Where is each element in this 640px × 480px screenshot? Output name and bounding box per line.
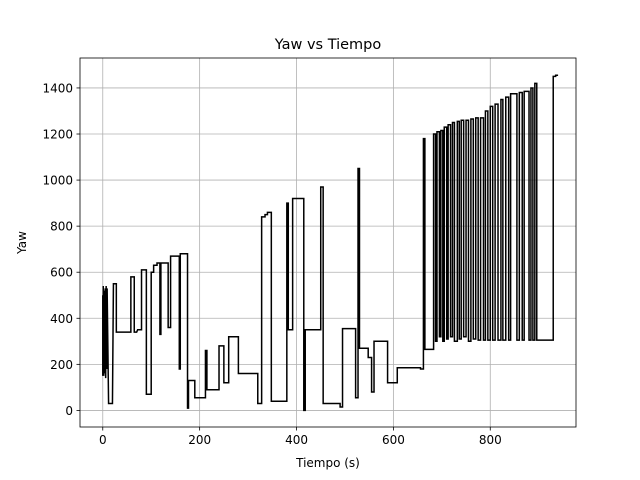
ticks-layer: 0 200 400 600 800 0 200 400 600 800 1000 1200 1400 [42, 81, 501, 447]
y-tick-label: 600 [50, 266, 73, 280]
y-axis-label: Yaw [15, 231, 29, 255]
y-tick-label: 200 [50, 358, 73, 372]
y-tick-label: 1200 [42, 128, 73, 142]
y-tick-label: 800 [50, 220, 73, 234]
y-tick-label: 1000 [42, 174, 73, 188]
y-tick-label: 1400 [42, 81, 73, 95]
plot-frame [79, 57, 577, 428]
yaw-series-line [102, 74, 559, 412]
y-tick-label: 0 [65, 404, 73, 418]
chart-title: Yaw vs Tiempo [274, 37, 382, 53]
x-tick-label: 600 [382, 433, 405, 447]
x-tick-label: 800 [479, 433, 502, 447]
x-tick-label: 0 [99, 433, 107, 447]
x-tick-label: 200 [188, 433, 211, 447]
x-axis-label: Tiempo (s) [295, 456, 360, 470]
y-tick-label: 400 [50, 312, 73, 326]
series-layer [102, 74, 559, 412]
x-tick-label: 400 [285, 433, 308, 447]
